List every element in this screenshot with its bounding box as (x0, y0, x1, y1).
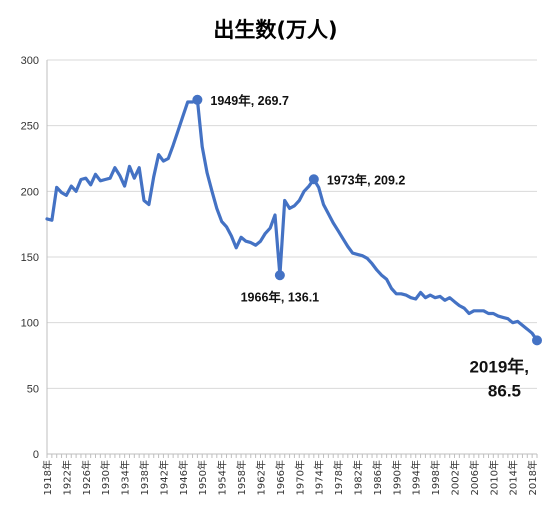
x-tick-label: 1990年 (390, 460, 403, 495)
x-tick-label: 1986年 (371, 460, 384, 495)
x-tick-label: 2014年 (507, 460, 520, 495)
annotation-marker (274, 270, 285, 281)
annotation-marker (192, 94, 203, 105)
x-tick-label: 1958年 (235, 460, 248, 495)
axes (46, 60, 538, 458)
x-tick-label: 2006年 (468, 460, 481, 495)
y-tick-label: 50 (27, 383, 39, 395)
annotations: 1949年, 269.7 1973年, 209.2 1966年, 136.1 2019… (192, 93, 542, 400)
x-tick-label: 2010年 (487, 460, 500, 495)
gridlines (47, 59, 537, 455)
x-tick-label: 2018年 (526, 460, 539, 495)
annotation-label: 1949年, 269.7 (210, 93, 289, 108)
x-tick-label: 1918年 (41, 460, 54, 495)
y-tick-label: 150 (21, 252, 39, 264)
annotation-label: 1966年, 136.1 (241, 289, 320, 304)
x-tick-label: 1978年 (332, 460, 345, 495)
x-tick-label: 1950年 (196, 460, 209, 495)
x-tick-label: 1942年 (157, 460, 170, 495)
x-tick-label: 1946年 (177, 460, 190, 495)
y-tick-labels: 0 50 100 150 200 250 300 (21, 55, 39, 461)
x-tick-label: 1966年 (274, 460, 287, 495)
annotation-label: 86.5 (488, 381, 521, 400)
x-tick-labels: 1918年 1922年 1926年 1930年 1934年 1938年 1942年 1946年… (41, 460, 539, 495)
x-tick-label: 1934年 (119, 460, 132, 495)
annotation-marker (532, 335, 542, 346)
y-tick-label: 250 (21, 121, 39, 133)
annotation-label: 2019年, (469, 356, 529, 376)
x-tick-label: 1930年 (99, 460, 112, 495)
y-tick-label: 200 (21, 186, 39, 198)
series-line (45, 98, 539, 342)
annotation-label: 1973年, 209.2 (327, 172, 406, 187)
y-tick-label: 300 (21, 55, 39, 67)
x-tick-label: 1994年 (410, 460, 423, 495)
y-tick-label: 0 (33, 449, 39, 461)
y-tick-label: 100 (21, 318, 39, 330)
x-tick-label: 1962年 (254, 460, 267, 495)
x-tick-label: 1970年 (293, 460, 306, 495)
x-tick-label: 1954年 (216, 460, 229, 495)
x-tick-label: 2002年 (449, 460, 462, 495)
annotation-marker (308, 174, 319, 185)
chart-title: 出生数(万人) (213, 18, 338, 42)
x-tick-label: 1974年 (313, 460, 326, 495)
x-tick-label: 1998年 (429, 460, 442, 495)
x-tick-label: 1926年 (80, 460, 93, 495)
series (45, 98, 539, 342)
x-tick-label: 1922年 (60, 460, 73, 495)
x-tick-label: 1982年 (351, 460, 364, 495)
x-tick-label: 1938年 (138, 460, 151, 495)
